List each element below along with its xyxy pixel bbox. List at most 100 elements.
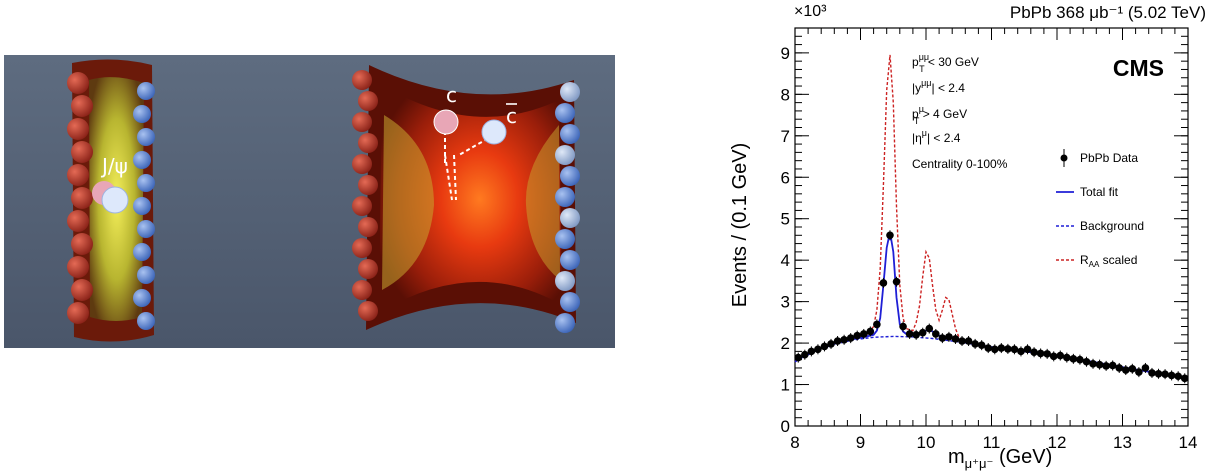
hadron-ball (555, 271, 575, 291)
legend-label: Total fit (1080, 185, 1119, 199)
raa-scaled-line (794, 54, 1189, 379)
cut-label: pμ T > 4 GeV (912, 104, 967, 126)
hadron-ball (133, 243, 151, 261)
data-point (846, 334, 855, 342)
hadron-ball (67, 302, 89, 324)
chart-title: PbPb 368 μb⁻¹ (5.02 TeV) (1010, 3, 1206, 22)
hadron-ball (358, 133, 378, 153)
data-point (1154, 369, 1163, 378)
y-axis-label: Events / (0.1 GeV) (729, 143, 751, 308)
raa-scaled-curve (794, 54, 1189, 379)
data-point (1135, 368, 1143, 376)
data-point (1043, 350, 1051, 358)
data-point (1089, 360, 1097, 368)
data-point (807, 347, 816, 356)
x-tick-label: 13 (1113, 433, 1132, 452)
data-point (1023, 345, 1032, 354)
y-tick-label: 2 (781, 334, 790, 353)
cms-brand: CMS (1113, 55, 1164, 81)
data-point (820, 342, 829, 351)
hadron-ball (137, 266, 155, 284)
x-tick-label: 11 (983, 433, 1001, 452)
data-point (918, 328, 927, 337)
data-point (1161, 370, 1169, 378)
hadron-ball (67, 256, 89, 278)
data-point (833, 337, 842, 345)
hadron-ball (71, 95, 93, 117)
data-point (932, 330, 940, 338)
data-point (1167, 371, 1176, 380)
background-line (794, 335, 1189, 379)
hadron-ball (555, 187, 575, 207)
exponent-label: ×10³ (794, 3, 827, 20)
y-tick-label: 0 (781, 417, 790, 436)
hadron-ball (352, 70, 372, 90)
right-fireball (352, 65, 580, 333)
data-point (840, 335, 848, 344)
data-point (1017, 347, 1025, 356)
hadron-ball (67, 72, 89, 94)
anticharm-quark (481, 119, 507, 145)
data-point (879, 279, 888, 287)
data-point (801, 350, 809, 359)
data-point (814, 345, 822, 354)
data-point (977, 341, 986, 349)
data-point (859, 330, 868, 338)
hadron-ball (560, 292, 580, 312)
data-point (958, 337, 966, 345)
x-axis-label: mμ⁺μ⁻ (GeV) (948, 446, 1052, 471)
data-point (945, 333, 953, 341)
charm-quark (433, 109, 459, 135)
svg-text:mμ⁺μ⁻ (GeV): mμ⁺μ⁻ (GeV) (948, 446, 1052, 471)
data-point (1121, 366, 1130, 374)
x-tick-label: 12 (1048, 433, 1067, 452)
cut-label: pμμ T < 30 GeV (912, 52, 979, 74)
hadron-ball (137, 174, 155, 192)
data-point (794, 353, 803, 362)
data-point (925, 324, 934, 333)
legend-label: PbPb Data (1080, 151, 1138, 165)
hadron-ball (137, 128, 155, 146)
data-point (1128, 364, 1137, 373)
data-point (873, 320, 881, 329)
hadron-ball (358, 217, 378, 237)
y-tick-label: 6 (781, 168, 790, 187)
data-point (1010, 345, 1019, 354)
hadron-ball (560, 124, 580, 144)
data-point (1102, 362, 1110, 370)
cut-label: |yμμ| < 2.4 (912, 78, 965, 95)
hadron-ball (71, 279, 93, 301)
y-tick-label: 3 (781, 293, 790, 312)
legend: PbPb Data Total fit Background RAA scaled (1056, 149, 1144, 269)
data-point (1049, 352, 1058, 361)
cut-label: |ημ| < 2.4 (912, 128, 961, 145)
hadron-ball (352, 154, 372, 174)
data-point (912, 330, 920, 339)
data-point (905, 330, 914, 338)
x-tick-label: 9 (856, 433, 865, 452)
hadron-ball (560, 166, 580, 186)
hadron-ball (352, 112, 372, 132)
data-point (892, 277, 901, 286)
data-point (1082, 357, 1091, 366)
data-point (827, 340, 835, 348)
data-point (964, 337, 973, 345)
hadron-ball (560, 208, 580, 228)
legend-label: Background (1080, 219, 1144, 233)
hadron-ball (137, 312, 155, 330)
data-point (1036, 349, 1045, 358)
hadron-ball (71, 187, 93, 209)
data-point (1095, 360, 1104, 369)
data-point (984, 344, 993, 352)
data-point (886, 231, 894, 240)
data-point (899, 322, 907, 331)
y-tick-label: 8 (781, 85, 790, 104)
data-point (1148, 369, 1156, 377)
hadron-ball (358, 175, 378, 195)
hadron-ball (133, 197, 151, 215)
jpsi-label: J/ψ (100, 154, 128, 178)
data-point (1076, 355, 1084, 364)
c-label: c (446, 83, 457, 107)
data-point (1141, 364, 1150, 372)
